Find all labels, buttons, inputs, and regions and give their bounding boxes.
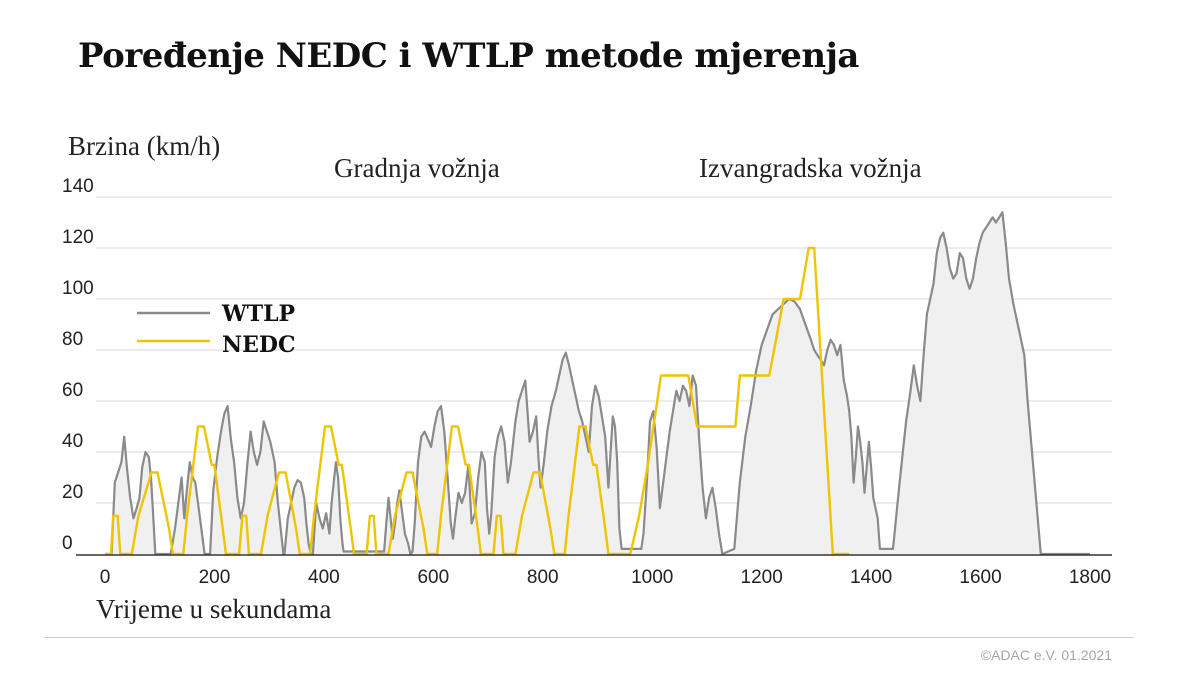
x-axis-label: Vrijeme u sekundama — [96, 594, 331, 624]
y-tick-label: 20 — [62, 482, 83, 503]
page-title: Poređenje NEDC i WTLP metode mjerenja — [78, 36, 859, 76]
x-tick-label: 600 — [417, 567, 449, 588]
legend-wtlp-label: WTLP — [221, 301, 295, 327]
legend: WTLP NEDC — [137, 301, 295, 358]
y-axis-label: Brzina (km/h) — [68, 131, 220, 161]
nedc-series-line — [105, 246, 850, 556]
y-tick-label: 100 — [62, 278, 94, 299]
annotation-urban: Gradnja vožnja — [334, 153, 500, 183]
y-tick-label: 80 — [62, 329, 83, 350]
wtlp-series-line — [105, 211, 1090, 556]
y-tick-label: 120 — [62, 227, 94, 248]
x-tick-labels: 0 200 400 600 800 1000 1200 1400 1600 1800 — [100, 567, 1111, 588]
x-tick-label: 400 — [308, 567, 340, 588]
annotation-extra-urban: Izvangradska vožnja — [699, 153, 922, 183]
x-tick-label: 1200 — [741, 567, 783, 588]
legend-nedc-label: NEDC — [222, 332, 295, 358]
x-tick-label: 1400 — [850, 567, 892, 588]
footer-divider — [44, 637, 1134, 638]
x-tick-label: 1000 — [631, 567, 673, 588]
x-tick-label: 800 — [527, 567, 559, 588]
y-tick-label: 60 — [62, 380, 83, 401]
y-tick-label: 40 — [62, 431, 83, 452]
y-tick-label: 0 — [62, 533, 73, 554]
y-tick-label: 140 — [62, 176, 94, 197]
y-tick-labels: 0 20 40 60 80 100 120 140 — [62, 176, 94, 554]
copyright-credit: ©ADAC e.V. 01.2021 — [980, 647, 1112, 663]
x-tick-label: 0 — [100, 567, 111, 588]
wtlp-area-fill — [105, 212, 1090, 555]
x-tick-label: 200 — [199, 567, 231, 588]
x-tick-label: 1600 — [959, 567, 1001, 588]
x-tick-label: 1800 — [1069, 567, 1111, 588]
